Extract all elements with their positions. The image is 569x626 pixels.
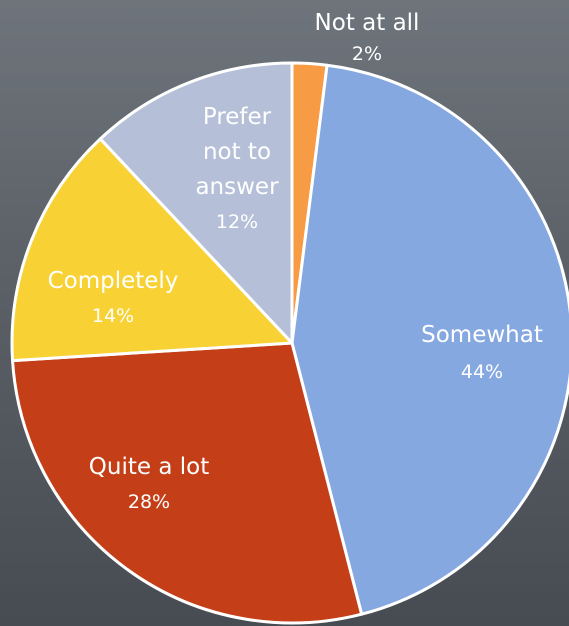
slice-value-somewhat: 44% bbox=[461, 361, 503, 383]
slice-value-not-at-all: 2% bbox=[352, 43, 382, 65]
slice-value-quite-a-lot: 28% bbox=[128, 491, 170, 513]
slice-value-prefer-not-to-answer: 12% bbox=[216, 211, 258, 233]
slice-label-prefer-not-to-answer: Prefer not to answer bbox=[195, 104, 279, 200]
pie-slice-quite-a-lot bbox=[11, 341, 364, 625]
pie-slice-prefer-not-to-answer bbox=[98, 61, 294, 345]
pie-slice-somewhat bbox=[290, 63, 569, 616]
slice-label-quite-a-lot: Quite a lot bbox=[89, 454, 209, 480]
pie-slice-completely bbox=[10, 137, 294, 363]
pie-slices bbox=[10, 61, 569, 625]
slice-label-somewhat: Somewhat bbox=[421, 322, 543, 348]
slice-label-not-at-all: Not at all bbox=[315, 10, 420, 36]
slice-value-completely: 14% bbox=[92, 305, 134, 327]
pie-labels: Not at all 2% Somewhat 44% Quite a lot 28% Com… bbox=[48, 10, 543, 513]
slice-label-completely: Completely bbox=[48, 268, 179, 294]
